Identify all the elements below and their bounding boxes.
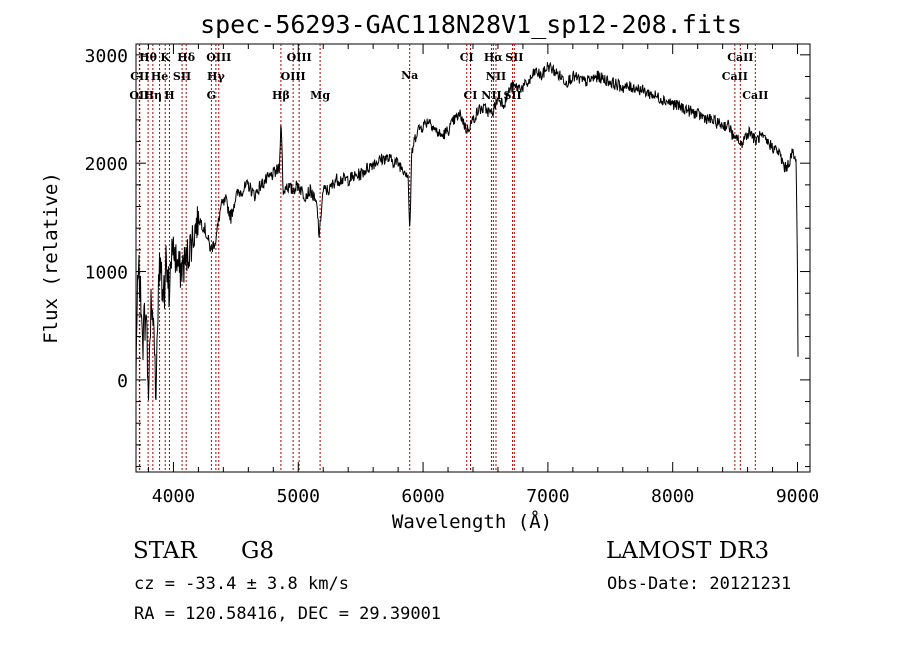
line-label-16: OII <box>129 89 149 102</box>
emission-line-markers <box>138 44 756 472</box>
line-label-1: K <box>160 51 170 64</box>
x-tick-label: 6000 <box>401 486 444 507</box>
line-label-3: OIII <box>206 51 231 64</box>
line-label-23: CI <box>464 89 478 102</box>
line-label-26: CaII <box>742 89 768 102</box>
line-label-2: Hδ <box>177 51 195 64</box>
line-label-7: SII <box>505 51 523 64</box>
x-axis-ticks: 4000 5000 6000 7000 8000 9000 <box>147 44 819 507</box>
line-label-15: CaII <box>722 70 748 83</box>
y-tick-label: 0 <box>117 371 128 392</box>
line-label-10: He <box>151 70 168 83</box>
chart-title: spec-56293-GAC118N28V1_sp12-208.fits <box>200 10 742 39</box>
x-tick-label: 8000 <box>651 486 694 507</box>
line-label-13: OIII <box>281 70 306 83</box>
x-tick-label: 7000 <box>526 486 569 507</box>
y-tick-label: 1000 <box>85 263 128 284</box>
object-class: STAR <box>133 538 197 564</box>
line-label-11: SII <box>173 70 191 83</box>
observation-date: Obs-Date: 20121231 <box>607 574 792 594</box>
line-label-18: H <box>164 89 174 102</box>
y-tick-label: 3000 <box>85 46 128 67</box>
coordinates: RA = 120.58416, DEC = 29.39001 <box>134 604 442 624</box>
line-label-4: OIII <box>287 51 312 64</box>
line-label-19: G <box>207 89 216 102</box>
line-label-0: Hθ <box>139 51 157 64</box>
redshift-velocity: cz = -33.4 ± 3.8 km/s <box>134 574 349 594</box>
y-axis-label: Flux (relative) <box>40 172 62 344</box>
y-tick-label: 2000 <box>85 154 128 175</box>
line-label-22: Na <box>401 69 418 82</box>
x-tick-label: 9000 <box>776 486 819 507</box>
line-label-24: NII <box>481 89 501 102</box>
plot-frame <box>135 43 811 473</box>
line-label-5: CI <box>460 51 474 64</box>
x-axis-label: Wavelength (Å) <box>392 510 552 533</box>
line-label-8: CaII <box>727 51 753 64</box>
line-label-12: Hγ <box>207 70 225 83</box>
x-tick-label: 4000 <box>152 486 195 507</box>
line-label-14: NII <box>486 70 506 83</box>
y-axis-ticks: 0 1000 2000 3000 <box>85 46 810 468</box>
line-label-21: Mg <box>310 89 330 102</box>
survey-name: LAMOST DR3 <box>606 538 770 564</box>
flux-series-line <box>135 61 799 401</box>
x-tick-label: 5000 <box>277 486 320 507</box>
line-label-20: Hβ <box>272 89 290 102</box>
object-subclass: G8 <box>241 538 275 564</box>
line-label-6: Hα <box>484 51 503 64</box>
line-label-17: Hη <box>144 89 162 102</box>
